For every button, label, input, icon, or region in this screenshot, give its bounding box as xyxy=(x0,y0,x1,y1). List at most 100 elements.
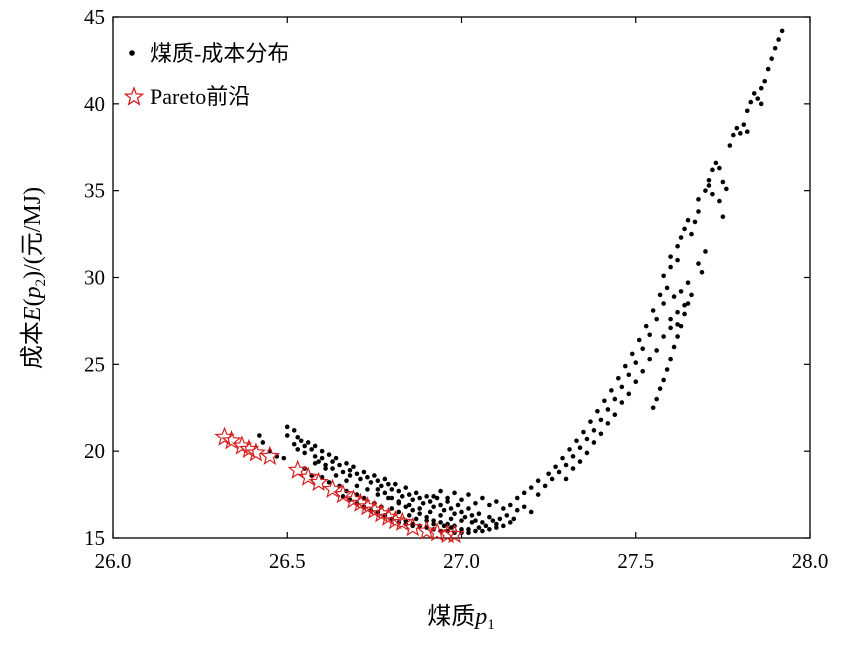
scatter-point xyxy=(640,346,646,352)
scatter-point xyxy=(549,476,555,482)
scatter-point xyxy=(333,455,339,461)
scatter-point xyxy=(668,325,673,331)
scatter-point xyxy=(685,301,691,306)
scatter-point xyxy=(438,502,443,508)
scatter-point xyxy=(392,481,398,487)
scatter-point xyxy=(556,469,562,475)
scatter-point xyxy=(410,497,416,503)
x-axis-title: 煤质p1 xyxy=(427,603,495,633)
scatter-point xyxy=(657,386,663,391)
scatter-point xyxy=(692,219,698,225)
scatter-point xyxy=(375,487,381,492)
pareto-star-point xyxy=(444,523,465,544)
scatter-point xyxy=(316,459,321,464)
scatter-point xyxy=(657,292,663,298)
scatter-point xyxy=(647,332,652,338)
pareto-star-point xyxy=(385,509,406,530)
scatter-point xyxy=(487,527,492,532)
scatter-point xyxy=(661,334,666,339)
ticks-layer: 26.0 26.5 27.0 27.5 28.0 15 20 25 30 35 40 45 xyxy=(84,5,828,573)
scatter-point xyxy=(368,480,374,485)
scatter-point xyxy=(682,226,687,232)
scatter-point xyxy=(521,490,527,496)
scatter-point xyxy=(319,448,325,454)
scatter-point xyxy=(765,66,771,72)
scatter-point xyxy=(441,507,447,513)
scatter-point xyxy=(337,462,342,468)
scatter-point xyxy=(751,91,757,96)
scatter-point xyxy=(375,478,381,483)
scatter-point xyxy=(643,323,649,329)
scatter-point xyxy=(504,513,510,518)
scatter-point xyxy=(480,520,485,525)
scatter-point xyxy=(546,471,551,477)
scatter-point xyxy=(441,523,447,529)
scatter-point xyxy=(403,504,409,510)
scatter-point xyxy=(689,231,694,237)
scatter-point xyxy=(696,197,701,202)
scatter-point xyxy=(671,344,677,350)
scatter-point xyxy=(330,466,335,471)
pareto-star-point xyxy=(259,445,280,466)
scatter-point xyxy=(438,520,443,525)
y-tick-label: 25 xyxy=(84,352,105,376)
scatter-point xyxy=(535,478,541,483)
scatter-point xyxy=(480,495,485,501)
scatter-point xyxy=(640,368,646,374)
scatter-point xyxy=(636,337,642,343)
scatter-point xyxy=(284,424,290,430)
scatter-point xyxy=(619,400,625,405)
scatter-point xyxy=(386,495,391,501)
scatter-point xyxy=(703,249,708,254)
scatter-point xyxy=(619,384,625,390)
scatter-point xyxy=(410,523,416,529)
scatter-point xyxy=(650,405,656,411)
pareto-star-point xyxy=(214,426,235,446)
scatter-point xyxy=(762,78,767,84)
scatter-point xyxy=(389,487,395,492)
scatter-point xyxy=(668,264,673,270)
pareto-star-point xyxy=(332,483,354,504)
scatter-point xyxy=(682,302,687,308)
scatter-point xyxy=(696,209,701,214)
scatter-point xyxy=(344,478,349,483)
scatter-point xyxy=(616,375,621,381)
scatter-point xyxy=(521,504,527,510)
scatter-point xyxy=(434,495,440,501)
scatter-point xyxy=(375,492,381,497)
scatter-point xyxy=(588,419,593,424)
scatter-point xyxy=(295,447,301,452)
scatter-point xyxy=(706,177,712,183)
scatter-point xyxy=(689,292,694,298)
legend-marker-dot xyxy=(129,50,135,56)
scatter-point xyxy=(501,523,506,529)
scatter-point xyxy=(668,356,673,362)
scatter-point xyxy=(473,528,478,534)
scatter-point xyxy=(713,160,719,166)
scatter-point xyxy=(295,434,301,440)
scatter-point xyxy=(612,412,618,417)
scatter-point xyxy=(389,506,395,511)
pareto-star-point xyxy=(392,511,413,532)
points-layer xyxy=(214,28,785,544)
scatter-point xyxy=(455,502,461,508)
scatter-point xyxy=(466,506,471,511)
pareto-star-point xyxy=(245,442,267,462)
scatter-point xyxy=(776,37,781,42)
scatter-point xyxy=(476,525,482,530)
scatter-point xyxy=(298,438,304,444)
scatter-point xyxy=(284,433,290,438)
scatter-point xyxy=(626,372,632,378)
pareto-star-point xyxy=(297,466,319,486)
scatter-point xyxy=(717,165,722,171)
scatter-point xyxy=(480,528,485,534)
scatter-point xyxy=(779,28,785,34)
scatter-point xyxy=(351,464,356,470)
scatter-point xyxy=(396,509,402,515)
scatter-point xyxy=(452,490,457,496)
scatter-point xyxy=(507,502,513,508)
scatter-point xyxy=(744,129,750,134)
scatter-point xyxy=(448,516,454,522)
scatter-point xyxy=(511,516,517,522)
scatter-point xyxy=(595,408,600,414)
